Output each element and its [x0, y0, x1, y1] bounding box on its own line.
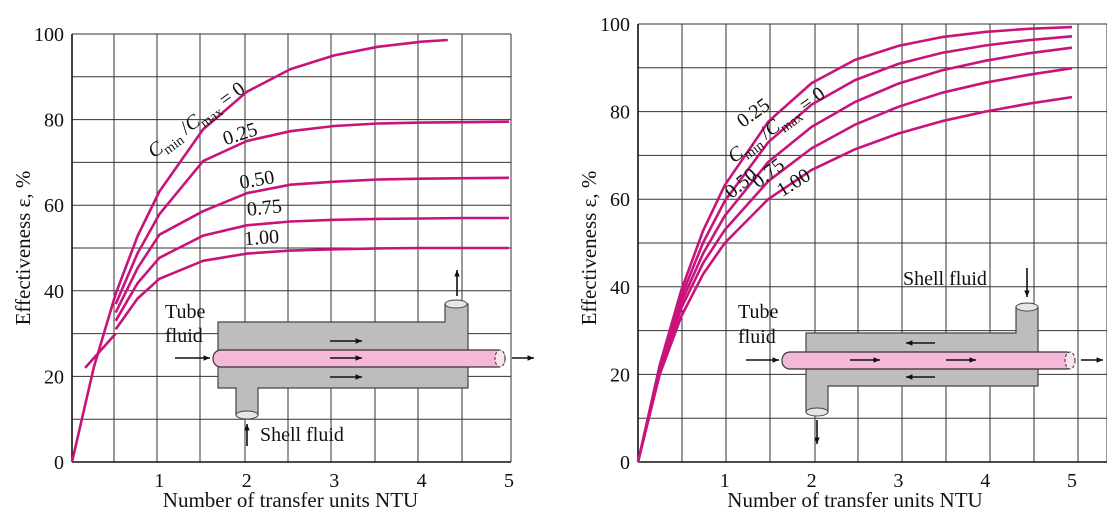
- shell-flow-arrow-1-head: [906, 340, 913, 346]
- x-tick-label: 1: [720, 470, 730, 492]
- series-line-0-50: [114, 176, 510, 314]
- x-tick-label: 3: [893, 470, 903, 492]
- tube-flow-arrow-1-head: [873, 357, 880, 363]
- shell-inlet-arrow-head: [1024, 290, 1030, 297]
- tube-fluid-label: fluid: [165, 325, 203, 347]
- tube-outlet-arrow-head: [1096, 357, 1103, 363]
- shell-inlet-arrow-head: [244, 424, 250, 431]
- curve-labels: Cmin /Cmax = 00.250.500.751.00: [144, 78, 283, 251]
- shell-flow-arrow-1-head: [355, 338, 362, 344]
- series-line-0-75: [114, 216, 509, 322]
- shell-outlet-arrow-head: [454, 270, 460, 277]
- series-line-0-50: [636, 46, 1073, 463]
- tube-flow-arrow-head: [355, 355, 362, 361]
- shell-nozzle-bottom: [805, 407, 829, 417]
- shell-fluid-label: Shell fluid: [903, 268, 987, 290]
- y-tick-label: 40: [44, 281, 64, 303]
- shell-flow-arrow-2-head: [906, 374, 913, 380]
- y-tick-label: 80: [610, 102, 630, 124]
- y-tick-label: 100: [34, 24, 64, 46]
- x-tick-label: 5: [1067, 470, 1077, 492]
- tube-outlet-arrow-head: [527, 355, 534, 361]
- curve-label-1-00: 1.00: [243, 226, 279, 250]
- x-tick-label: 1: [154, 470, 164, 492]
- tube-fluid-label: Tube: [738, 301, 779, 323]
- shell-nozzle-bottom: [235, 410, 259, 420]
- x-tick-label: 2: [242, 470, 252, 492]
- series-line-0-25: [114, 120, 510, 305]
- tube-inlet-arrow-head: [203, 355, 210, 361]
- y-tick-label: 40: [610, 277, 630, 299]
- x-tick-label: 4: [980, 470, 990, 492]
- y-tick-label: 20: [610, 364, 630, 386]
- series-line-0: [636, 25, 1073, 463]
- x-tick-label: 3: [329, 470, 339, 492]
- tube: [781, 351, 1075, 370]
- chart-panel-2: 0 20 40 60 80 100 1 2 3 4 5 Number of transfer unit…: [577, 14, 1107, 512]
- x-axis-title: Number of transfer units NTU: [727, 488, 982, 512]
- y-tick-label: 20: [44, 366, 64, 388]
- series-line-shared: [84, 332, 117, 369]
- shell-fluid-label: Shell fluid: [260, 424, 344, 446]
- shell-flow-arrow-2-head: [355, 374, 362, 380]
- tube-inlet-arrow-head: [772, 357, 779, 363]
- y-tick-label: 0: [54, 452, 64, 474]
- x-tick-label: 4: [417, 470, 427, 492]
- curve-label-0-25: 0.25: [220, 118, 260, 150]
- tube-fluid-label: Tube: [165, 301, 206, 323]
- shell-outlet-arrow-head: [814, 437, 820, 444]
- tube-fluid-label: fluid: [738, 326, 776, 348]
- shell-nozzle-top: [1015, 302, 1039, 312]
- series-line-0-25: [636, 35, 1073, 463]
- curve-label-0-75: 0.75: [246, 195, 283, 221]
- exchanger-inset: Tube fluid Shell fluid: [738, 268, 1103, 444]
- chart-panel-1: 0 20 40 60 80 100 1 2 3 4 5 Number of transfer unit…: [11, 24, 534, 512]
- series-line-1-00: [114, 246, 509, 331]
- series-line-0: [70, 38, 448, 463]
- series-line-1-00: [636, 95, 1073, 463]
- y-tick-label: 80: [44, 110, 64, 132]
- y-tick-label: 0: [620, 452, 630, 474]
- y-tick-label: 60: [44, 195, 64, 217]
- cmin-cmax-label: Cmin /Cmax = 0: [144, 78, 252, 166]
- shell-nozzle-top: [444, 299, 468, 309]
- y-tick-label: 100: [600, 14, 630, 36]
- tube-flow-arrow-2-head: [969, 357, 976, 363]
- y-axis-title: Effectiveness ε, %: [577, 171, 601, 326]
- y-tick-label: 60: [610, 189, 630, 211]
- y-axis-title: Effectiveness ε, %: [11, 171, 35, 326]
- x-tick-label: 2: [807, 470, 817, 492]
- tube-outlet: [1064, 351, 1076, 370]
- tube-outlet: [494, 349, 506, 368]
- x-tick-label: 5: [504, 470, 514, 492]
- x-axis-title: Number of transfer units NTU: [163, 488, 418, 512]
- series-line-0-75: [636, 66, 1073, 463]
